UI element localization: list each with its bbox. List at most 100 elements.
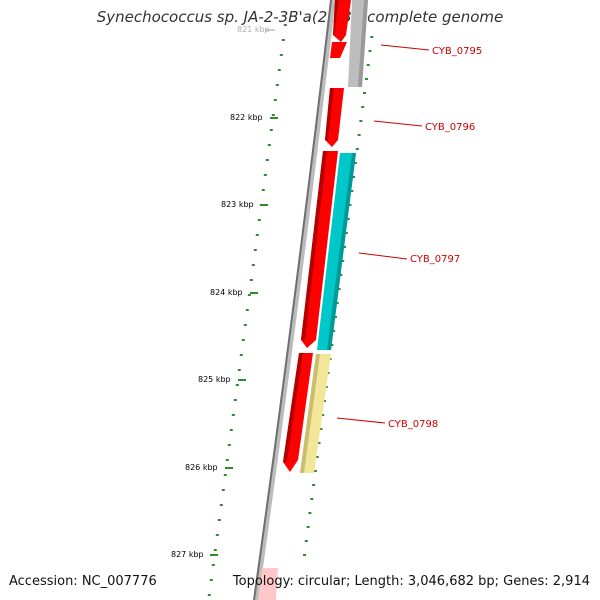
gc-skew-dot xyxy=(344,232,348,234)
gc-skew-dot xyxy=(217,519,221,521)
tick-label: 826 kbp xyxy=(185,463,218,472)
gc-skew-dot xyxy=(257,219,261,221)
tick-label: 827 kbp xyxy=(171,550,204,559)
gc-skew-dot xyxy=(209,579,213,581)
gc-skew-dot xyxy=(281,39,285,41)
accession-label: Accession: NC_007776 xyxy=(9,574,157,589)
gc-skew-dot xyxy=(219,504,223,506)
kbp-ruler: 821 kbp 822 kbp 823 kbp 824 kbp 825 kbp … xyxy=(171,25,278,559)
gc-skew-dot xyxy=(324,386,328,388)
gc-skew-dot xyxy=(215,534,219,536)
gc-skew-dot xyxy=(321,414,325,416)
gc-skew-dot xyxy=(355,148,359,150)
gc-skew-dot xyxy=(245,309,249,311)
gene-cyb-0798-cds[interactable] xyxy=(283,353,313,472)
gc-skew-dot xyxy=(211,564,215,566)
tick-label: 823 kbp xyxy=(221,200,254,209)
gc-skew-dot xyxy=(306,526,310,528)
leader-line xyxy=(336,417,386,424)
gene-label-cyb-0798[interactable]: CYB_0798 xyxy=(388,419,438,430)
gc-skew-dot xyxy=(275,84,279,86)
gene-label-cyb-0797[interactable]: CYB_0797 xyxy=(410,254,460,265)
gc-skew-dot xyxy=(269,129,273,131)
gc-skew-dot xyxy=(241,339,245,341)
gc-skew-dot xyxy=(273,99,277,101)
gc-skew-dot xyxy=(255,234,259,236)
gc-skew-dot xyxy=(333,316,337,318)
gc-skew-dot xyxy=(353,162,357,164)
gc-skew-dot xyxy=(231,414,235,416)
gc-skew-dot xyxy=(343,246,346,248)
gc-skew-track xyxy=(207,24,374,596)
gc-skew-dot xyxy=(361,106,365,108)
gc-skew-dot xyxy=(251,264,255,266)
gc-skew-dot xyxy=(350,190,354,192)
gc-skew-dot xyxy=(332,330,336,332)
gc-skew-dot xyxy=(370,36,374,38)
gene-cyb-0796-cds-shade xyxy=(325,88,334,140)
gc-skew-dot xyxy=(265,159,269,161)
gc-skew-dot xyxy=(277,69,281,71)
gene-cyb-0797-outer-shade xyxy=(327,153,356,350)
gc-skew-dot xyxy=(315,456,319,458)
gene-label-cyb-0796[interactable]: CYB_0796 xyxy=(425,122,475,133)
gc-skew-dot xyxy=(348,204,352,206)
gc-skew-dot xyxy=(239,354,243,356)
gc-skew-dot xyxy=(304,540,308,542)
gc-skew-dot xyxy=(267,144,271,146)
gc-skew-dot xyxy=(366,64,370,66)
gene-labels: CYB_0795 CYB_0796 CYB_0797 CYB_0798 xyxy=(388,46,482,430)
gc-skew-dot xyxy=(279,54,283,56)
gc-skew-dot xyxy=(364,78,368,80)
gc-skew-dot xyxy=(310,498,314,500)
gc-skew-dot xyxy=(363,92,366,94)
leader-line xyxy=(358,252,408,260)
gc-skew-dot xyxy=(253,249,257,251)
gc-skew-dot xyxy=(263,174,267,176)
topology-label: Topology: circular; Length: 3,046,682 bp… xyxy=(232,574,590,589)
gc-skew-dot xyxy=(227,444,231,446)
genome-backbone xyxy=(253,0,336,600)
gc-skew-dot xyxy=(312,484,316,486)
gc-skew-dot xyxy=(337,288,341,290)
gc-skew-dot xyxy=(308,512,312,514)
gene-leader-lines xyxy=(336,44,430,424)
gene-label-cyb-0795[interactable]: CYB_0795 xyxy=(432,46,482,57)
gene-cyb-0798-outer-shade xyxy=(300,354,320,473)
gene-cyb-0797-cds-shade xyxy=(301,151,327,340)
gc-skew-dot xyxy=(339,274,343,276)
genome-backbone-shadow xyxy=(253,0,332,600)
gc-skew-dot xyxy=(303,554,306,556)
gc-skew-dot xyxy=(221,489,225,491)
gc-skew-dot xyxy=(213,549,217,551)
tick-label: 822 kbp xyxy=(230,113,263,122)
gc-skew-dot xyxy=(243,324,247,326)
gc-skew-dot xyxy=(271,114,275,116)
leader-line xyxy=(373,120,423,127)
gc-skew-dot xyxy=(352,176,356,178)
gene-cyb-0795-cds-shade xyxy=(333,0,339,35)
gc-skew-dot xyxy=(313,470,317,472)
gene-cyb-0795-cds-lower[interactable] xyxy=(330,42,347,58)
gc-skew-dot xyxy=(237,369,241,371)
tick-label: 821 kbp xyxy=(237,25,270,34)
gc-skew-dot xyxy=(283,24,287,26)
gene-cyb-0797-cds[interactable] xyxy=(301,151,338,348)
gc-skew-dot xyxy=(368,50,372,52)
gc-skew-dot xyxy=(335,302,339,304)
outer-cds-track xyxy=(300,0,368,473)
leader-line xyxy=(380,44,430,51)
map-title: Synechococcus sp. JA-2-3B'a(2-13), compl… xyxy=(96,8,504,26)
gc-skew-dot xyxy=(346,218,350,220)
gc-skew-dot xyxy=(225,459,229,461)
gc-skew-dot xyxy=(330,344,334,346)
gc-skew-dot xyxy=(207,594,211,596)
gene-next-cds[interactable] xyxy=(258,568,278,600)
gc-skew-dot xyxy=(235,384,239,386)
tick-label: 825 kbp xyxy=(198,375,231,384)
gc-skew-dot xyxy=(319,428,323,430)
gc-skew-dot xyxy=(233,399,237,401)
gc-skew-dot xyxy=(249,279,253,281)
tick-label: 824 kbp xyxy=(210,288,243,297)
